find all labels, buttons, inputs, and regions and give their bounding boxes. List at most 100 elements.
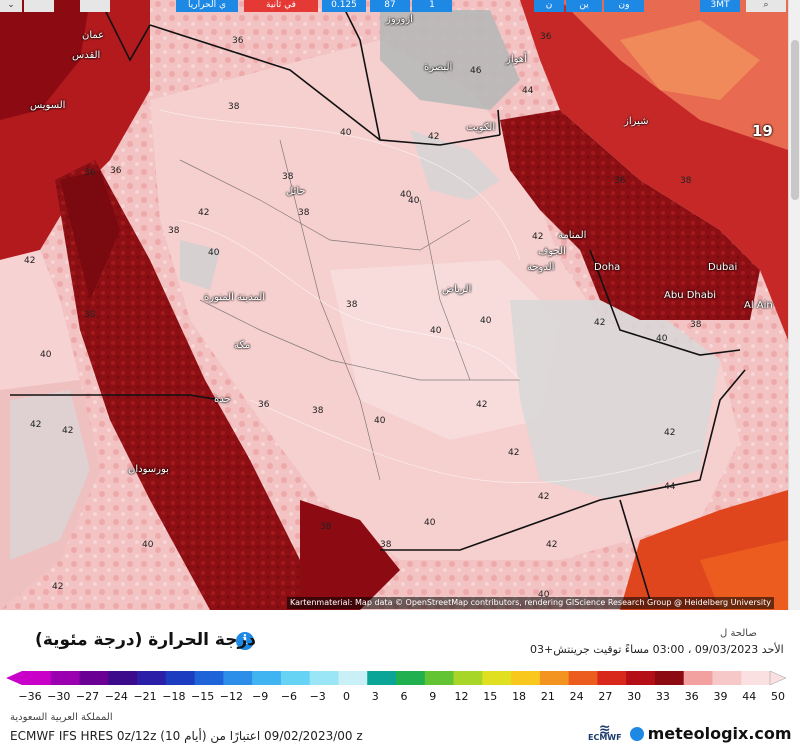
scale-swatch [511, 671, 541, 685]
city-label: Dubai [708, 262, 738, 273]
tab-c[interactable]: 1 [412, 0, 452, 12]
tab-d[interactable]: ن [534, 0, 564, 12]
city-label: الدوحة [527, 262, 555, 273]
scale-tick-label: 12 [454, 690, 469, 703]
city-label: Abu Dhabi [664, 290, 716, 301]
scale-tick-label: −24 [104, 690, 128, 703]
contour-label: 36 [84, 168, 96, 178]
tab-active[interactable]: في ثانیة [244, 0, 318, 12]
color-scale-bar [6, 670, 787, 686]
scale-swatch [683, 671, 713, 685]
scale-tick-label: 39 [713, 690, 728, 703]
contour-label: 42 [594, 318, 606, 328]
scale-swatch [50, 671, 81, 685]
contour-label: 40 [208, 248, 220, 258]
contour-label: 42 [546, 540, 558, 550]
contour-label: 44 [522, 86, 534, 96]
temperature-map[interactable]: ⌄ ي الحراريا في ثانیة 0.125 87 1 ن ين ون… [0, 0, 788, 610]
scale-tick-label: 50 [771, 690, 785, 703]
contour-label: 42 [476, 400, 488, 410]
scale-swatch [482, 671, 512, 685]
contour-label: 38 [346, 300, 358, 310]
tab-model[interactable]: 3MT [700, 0, 740, 12]
tab-resolution[interactable]: 0.125 [322, 0, 366, 12]
scale-tick-label: 9 [429, 690, 437, 703]
contour-label: 42 [664, 428, 676, 438]
scale-swatch [424, 671, 455, 685]
scale-tick-label: −36 [18, 690, 42, 703]
city-label: Doha [594, 262, 621, 273]
city-label: الرياض [442, 284, 472, 295]
scale-tick-label: 36 [684, 690, 699, 703]
map-attribution: Kartenmaterial: Map data © OpenStreetMap… [286, 597, 774, 609]
contour-label: 36 [258, 400, 270, 410]
scale-swatch [712, 671, 742, 685]
search-button[interactable]: ⌕ [746, 0, 786, 12]
contour-label: 42 [198, 208, 210, 218]
scale-tick-label: 21 [540, 690, 555, 703]
map-edge-number: 19 [752, 122, 773, 140]
branding[interactable]: ≋ ECMWF meteologix.com [588, 721, 792, 744]
contour-label: 36 [614, 176, 626, 186]
contour-label: 36 [540, 32, 552, 42]
scrollbar[interactable] [788, 0, 800, 610]
scale-swatch [597, 671, 627, 685]
contour-label: 40 [430, 326, 442, 336]
legend-title: درجة الحرارة (درجة مئوية) [35, 630, 256, 650]
tab-parameter[interactable]: ي الحراريا [176, 0, 238, 12]
region-name: المملكة العربية السعودية [10, 712, 113, 723]
scale-tick-label: 30 [627, 690, 642, 703]
contour-label: 36 [232, 36, 244, 46]
city-label: بورسودان [128, 464, 169, 475]
scale-swatch [194, 671, 224, 685]
contour-label: 42 [24, 256, 36, 266]
model-run: ECMWF IFS HRES 0z/12z (10 أيام) 09/02/20… [10, 729, 363, 743]
map-canvas [0, 0, 788, 610]
scale-tick-label: 33 [655, 690, 670, 703]
contour-label: 38 [84, 310, 96, 320]
scale-min-arrow [6, 671, 22, 685]
scale-tick-label: 24 [569, 690, 584, 703]
contour-label: 40 [538, 590, 550, 600]
scrollbar-thumb[interactable] [791, 40, 799, 200]
contour-label: 40 [408, 196, 420, 206]
scale-swatch [568, 671, 598, 685]
contour-label: 40 [340, 128, 352, 138]
tab-f[interactable]: ون [604, 0, 644, 12]
city-label: مكة [234, 340, 251, 351]
city-label: عمان [82, 30, 105, 41]
scale-swatch [22, 671, 52, 685]
scale-swatch [108, 671, 138, 685]
valid-label: صالحة ل [720, 628, 757, 639]
contour-label: 38 [298, 208, 310, 218]
tab-b[interactable]: 87 [370, 0, 410, 12]
ecmwf-logo: ≋ ECMWF [588, 721, 622, 742]
tab-e[interactable]: ين [566, 0, 602, 12]
contour-label: 40 [40, 350, 52, 360]
city-label: شيراز [624, 116, 649, 127]
meteologix-icon [629, 726, 644, 741]
scale-swatch [338, 671, 368, 685]
scale-max-arrow [769, 670, 787, 686]
city-label: جدة [214, 394, 231, 405]
contour-label: 38 [168, 226, 180, 236]
info-icon[interactable]: i [236, 632, 254, 650]
city-label: البصرة [424, 62, 453, 73]
contour-label: 42 [508, 448, 520, 458]
city-label: الكويت [466, 122, 496, 133]
contour-label: 44 [664, 482, 676, 492]
contour-label: 38 [282, 172, 294, 182]
scale-tick-label: −3 [309, 690, 326, 703]
toolbar-button-a[interactable] [24, 0, 54, 12]
city-label: القدس [72, 50, 101, 61]
city-label: السويس [30, 100, 66, 111]
meteologix-logo[interactable]: meteologix.com [629, 724, 792, 743]
collapse-button[interactable]: ⌄ [0, 0, 22, 12]
contour-label: 40 [374, 416, 386, 426]
top-toolbar: ⌄ ي الحراريا في ثانیة 0.125 87 1 ن ين ون… [0, 0, 788, 12]
toolbar-button-b[interactable] [80, 0, 110, 12]
scale-tick-label: 27 [598, 690, 613, 703]
contour-label: 40 [142, 540, 154, 550]
scale-swatch [654, 671, 685, 685]
contour-label: 38 [312, 406, 324, 416]
